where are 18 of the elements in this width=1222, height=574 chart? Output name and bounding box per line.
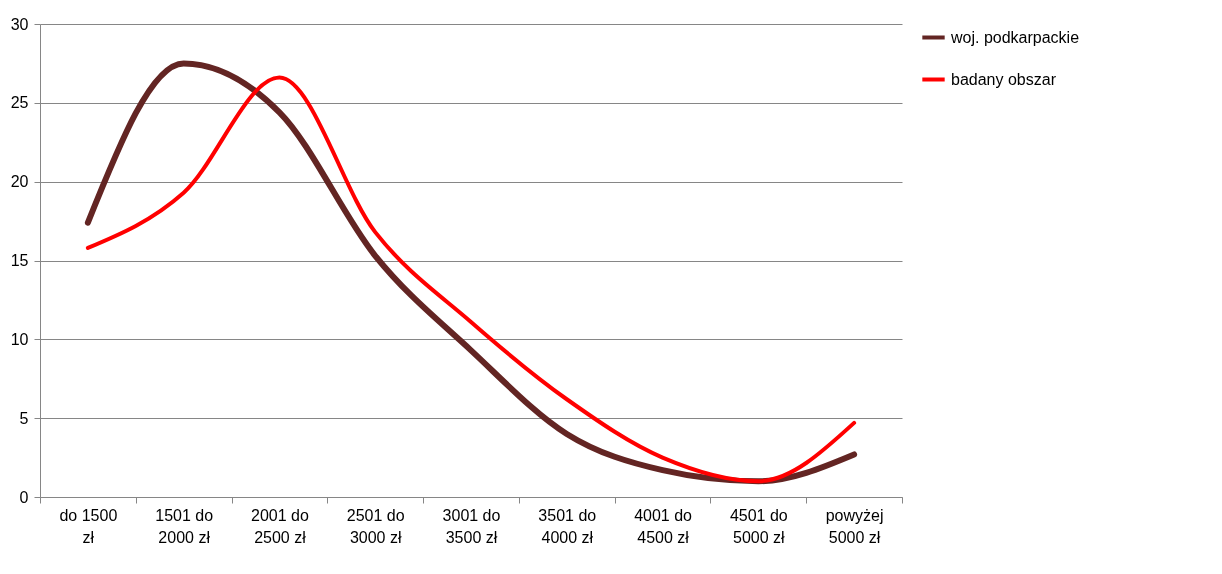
y-tick-label: 0 (19, 488, 29, 506)
legend-label: badany obszar (951, 70, 1057, 88)
x-tick-label: 3501 do 4000 zł (538, 506, 597, 546)
x-tick-label: do 1500 zł (59, 506, 118, 546)
x-tick-label: 2501 do 3000 zł (346, 506, 405, 546)
y-tick-label: 5 (19, 409, 29, 427)
x-tick-label: 1501 do 2000 zł (155, 506, 214, 546)
x-tick-label: 4501 do 5000 zł (729, 506, 788, 546)
legend-label: woj. podkarpackie (950, 28, 1080, 46)
x-tick-label: 4001 do 4500 zł (634, 506, 693, 546)
x-tick-label: 2001 do 2500 zł (251, 506, 309, 546)
y-tick-label: 10 (10, 330, 29, 348)
y-tick-label: 25 (10, 94, 29, 112)
y-tick-label: 20 (10, 173, 29, 191)
x-tick-label: powyżej 5000 zł (825, 506, 884, 546)
x-tick-label: 3001 do 3500 zł (442, 506, 501, 546)
y-tick-label: 30 (10, 15, 29, 33)
y-tick-label: 15 (10, 252, 29, 269)
